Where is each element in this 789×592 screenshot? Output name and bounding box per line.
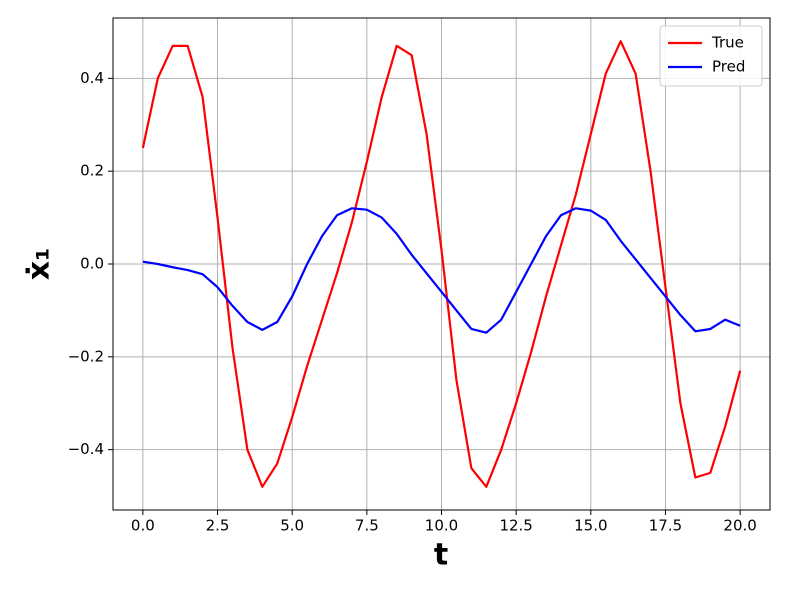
plot-frame	[112, 17, 771, 511]
y-tick-label: 0.4	[80, 69, 104, 87]
x-tick-label: 10.0	[425, 517, 458, 535]
x-tick-label: 12.5	[499, 517, 532, 535]
legend-label: Pred	[712, 58, 745, 76]
series-line	[142, 207, 741, 334]
y-tick-label: 0.0	[80, 255, 104, 273]
x-tick-label: 7.5	[355, 517, 379, 535]
x-axis-label: t	[434, 538, 448, 573]
x-tick-label: 20.0	[723, 517, 756, 535]
x-tick-label: 5.0	[280, 517, 304, 535]
legend-box	[659, 25, 763, 87]
legend-label: True	[711, 34, 744, 52]
x-tick-label: 2.5	[206, 517, 230, 535]
y-tick-label: −0.4	[68, 440, 104, 458]
series-line	[141, 40, 742, 488]
y-tick-label: 0.2	[80, 162, 104, 180]
x-tick-label: 17.5	[649, 517, 682, 535]
x-tick-label: 0.0	[131, 517, 155, 535]
y-tick-label: −0.2	[68, 347, 104, 365]
legend: True Pred	[659, 25, 763, 87]
y-axis-label: ẋ₁	[22, 248, 57, 281]
x-tick-label: 15.0	[574, 517, 607, 535]
